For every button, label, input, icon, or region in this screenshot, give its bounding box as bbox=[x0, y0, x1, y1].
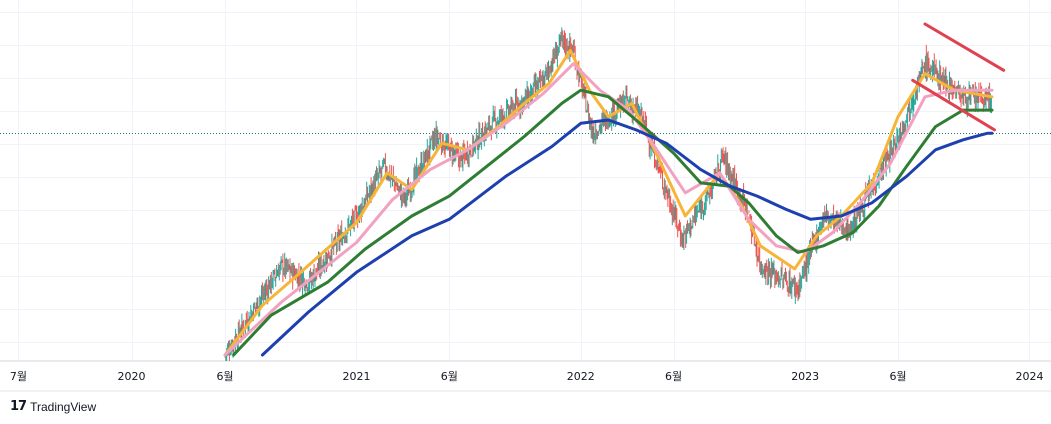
x-tick-label: 7월 bbox=[10, 370, 27, 383]
x-tick-label: 2021 bbox=[343, 370, 371, 383]
grid bbox=[0, 0, 1051, 361]
x-tick-label: 2020 bbox=[118, 370, 146, 383]
x-tick-label: 6월 bbox=[889, 370, 906, 383]
series-line-2 bbox=[223, 62, 994, 357]
x-tick-label: 2024 bbox=[1016, 370, 1044, 383]
moving-average-lines bbox=[223, 49, 994, 357]
tradingview-logo-icon: 17 bbox=[10, 399, 27, 414]
x-tick-label: 6월 bbox=[216, 370, 233, 383]
x-tick-label: 2023 bbox=[791, 370, 819, 383]
trendline-1 bbox=[923, 22, 1006, 72]
candles bbox=[224, 27, 992, 361]
tradingview-label: TradingView bbox=[30, 399, 97, 414]
trendline-annotations bbox=[911, 22, 1006, 132]
trendline-2 bbox=[911, 78, 996, 132]
series-line-4 bbox=[260, 118, 994, 357]
x-tick-label: 6월 bbox=[665, 370, 682, 383]
x-tick-label: 6월 bbox=[441, 370, 458, 383]
x-tick-label: 2022 bbox=[567, 370, 595, 383]
series-line-3 bbox=[232, 88, 994, 357]
series-line-1 bbox=[223, 49, 994, 357]
x-axis-ticks: 7월 2020 6월 2021 6월 2022 6월 2023 6월 2024 bbox=[10, 370, 1044, 383]
tradingview-watermark[interactable]: 17 TradingView bbox=[10, 399, 96, 414]
